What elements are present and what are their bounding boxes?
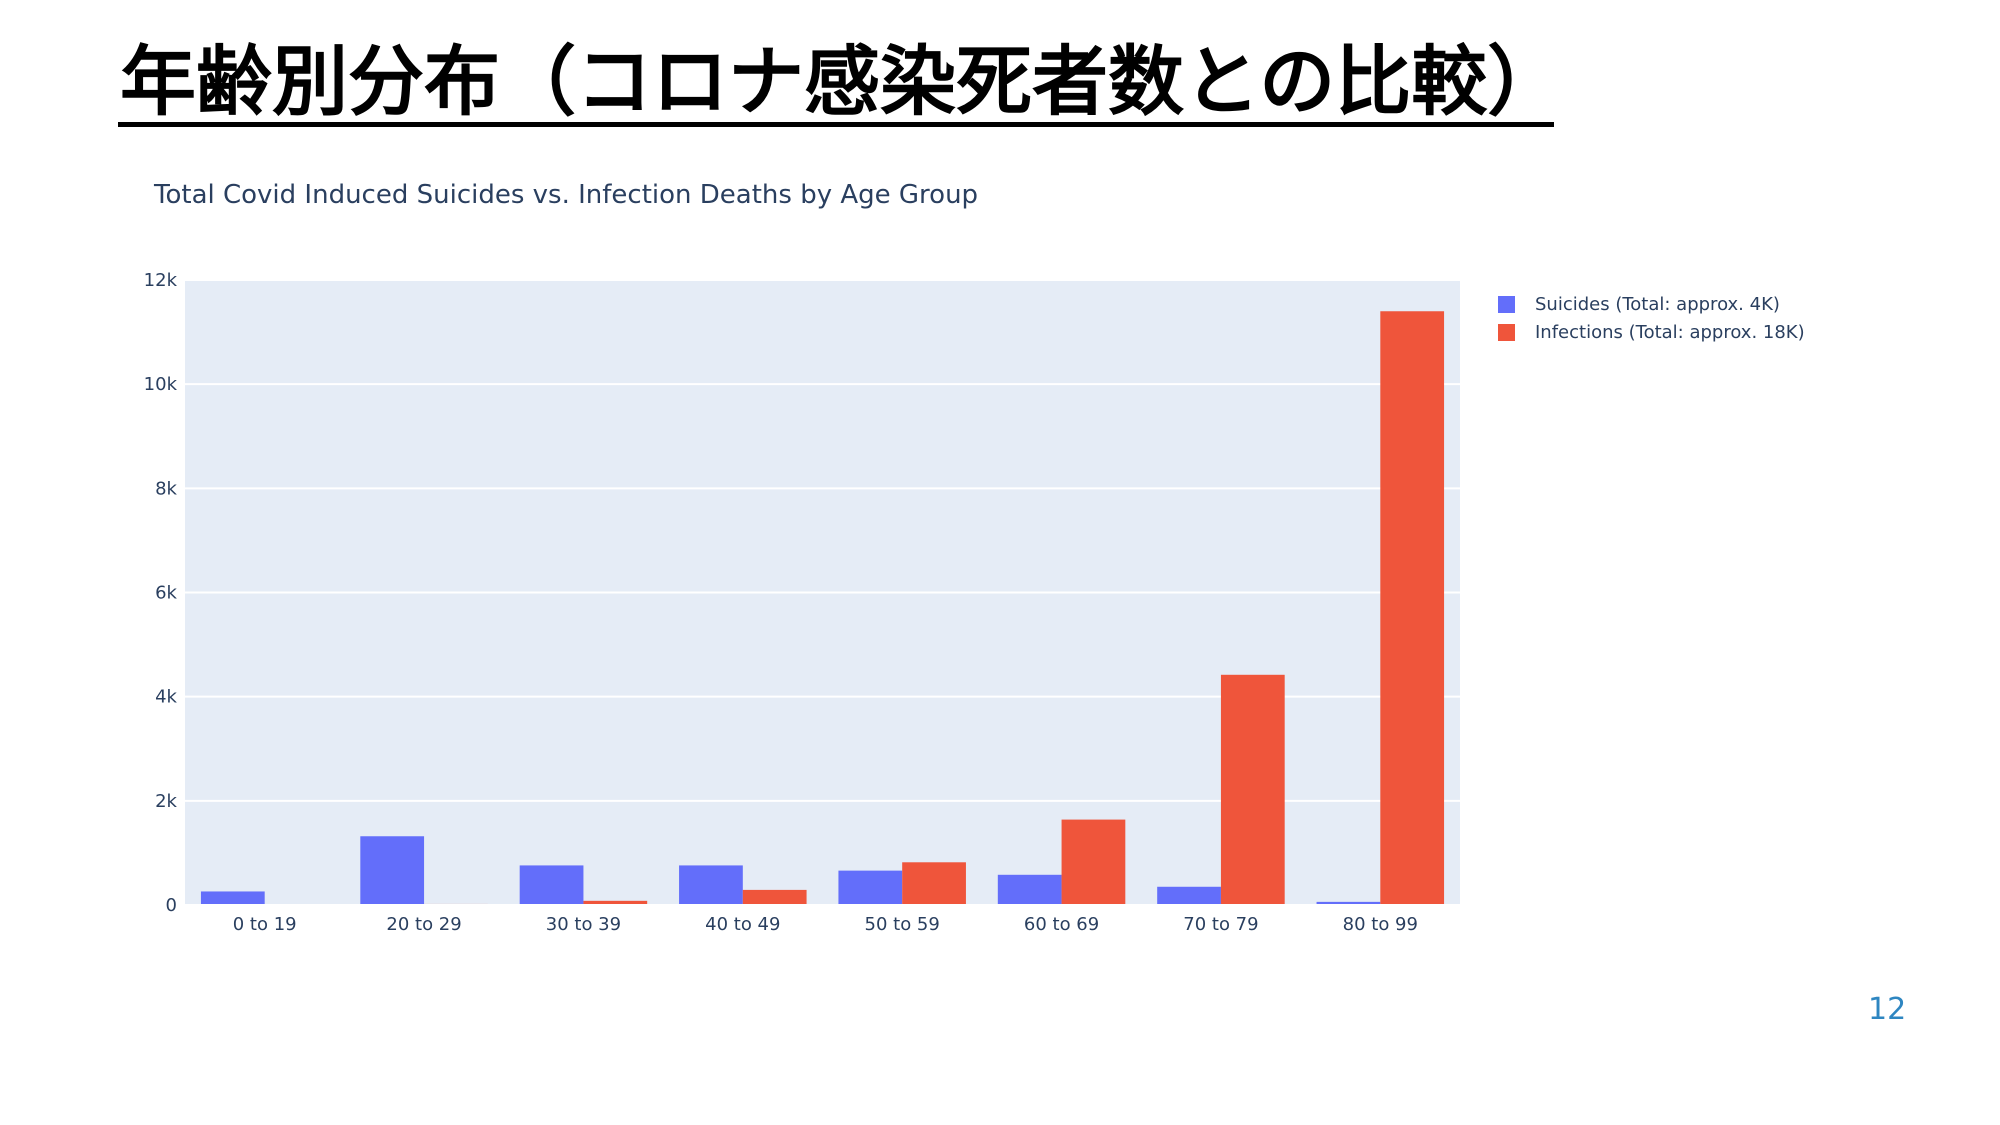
- legend-item-infections[interactable]: Infections (Total: approx. 18K): [1498, 318, 1805, 346]
- x-tick-label: 40 to 49: [705, 914, 780, 935]
- y-tick-label: 10k: [144, 374, 178, 395]
- bar-suicides: [1316, 901, 1381, 905]
- bar-infections: [742, 889, 807, 905]
- legend-swatch-infections: [1498, 323, 1515, 341]
- bar-suicides: [838, 870, 903, 905]
- bar-suicides: [679, 865, 743, 905]
- bar-infections: [1380, 311, 1445, 905]
- bar-suicides: [997, 874, 1062, 905]
- bar-infections: [1061, 819, 1126, 905]
- chart-legend[interactable]: Suicides (Total: approx. 4K) Infections …: [1498, 290, 1805, 346]
- bar-suicides: [519, 865, 584, 905]
- chart-title: Total Covid Induced Suicides vs. Infecti…: [154, 180, 979, 210]
- legend-label-infections: Infections (Total: approx. 18K): [1535, 321, 1805, 343]
- y-tick-label: 0: [166, 895, 177, 916]
- x-tick-label: 30 to 39: [546, 914, 621, 935]
- legend-swatch-suicides: [1498, 295, 1515, 313]
- x-tick-label: 20 to 29: [386, 914, 461, 935]
- bar-infections: [902, 862, 966, 905]
- y-tick-label: 2k: [155, 791, 177, 812]
- bar-suicides: [200, 891, 265, 905]
- y-tick-label: 8k: [155, 478, 177, 499]
- y-tick-label: 4k: [155, 687, 177, 708]
- x-tick-label: 70 to 79: [1183, 914, 1258, 935]
- x-tick-label: 60 to 69: [1024, 914, 1099, 935]
- x-tick-label: 80 to 99: [1343, 914, 1418, 935]
- bar-suicides: [360, 836, 425, 905]
- legend-item-suicides[interactable]: Suicides (Total: approx. 4K): [1498, 290, 1805, 318]
- x-tick-label: 50 to 59: [865, 914, 940, 935]
- y-tick-label: 6k: [155, 583, 177, 604]
- bar-infections: [583, 900, 648, 905]
- bar-infections: [1220, 674, 1285, 905]
- slide-title: 年齢別分布（コロナ感染死者数との比較）: [120, 37, 1564, 126]
- legend-label-suicides: Suicides (Total: approx. 4K): [1535, 293, 1780, 315]
- y-tick-label: 12k: [144, 270, 178, 291]
- page-number: 12: [1868, 992, 1907, 1027]
- x-tick-label: 0 to 19: [233, 914, 297, 935]
- title-underline: [118, 122, 1554, 127]
- bar-suicides: [1157, 886, 1221, 905]
